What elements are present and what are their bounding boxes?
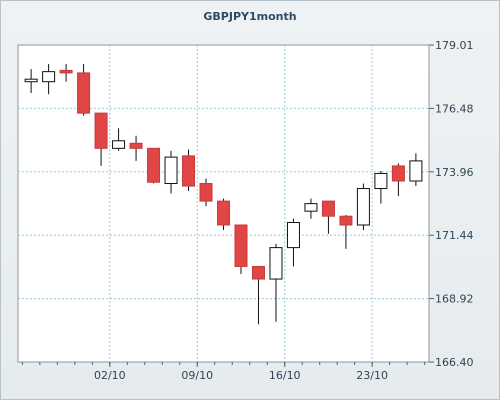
candle (77, 64, 91, 116)
candle-body (94, 112, 108, 149)
candle (374, 170, 388, 204)
candle-body (251, 265, 265, 280)
candle-body (217, 200, 230, 226)
candle (59, 64, 73, 82)
candle-body (77, 72, 91, 114)
candle-body (374, 172, 388, 190)
y-tick-label: 166.40 (435, 356, 474, 369)
candle-body (391, 165, 405, 182)
y-tick-label: 168.92 (435, 293, 474, 306)
candle-body (164, 156, 178, 185)
candle-body (356, 188, 370, 226)
x-tick-label: 16/10 (269, 369, 301, 382)
x-axis: 02/10 09/10 16/10 23/10 (21, 362, 426, 382)
candle-body (112, 140, 126, 149)
candle (356, 183, 370, 231)
y-tick-label: 179.01 (435, 39, 474, 52)
candle (269, 243, 283, 322)
candle (251, 265, 265, 325)
candle (94, 112, 108, 166)
x-tick-label: 09/10 (181, 369, 213, 382)
candle-body (129, 142, 143, 149)
chart-title: GBPJPY1month (203, 10, 297, 23)
x-tick-label: 02/10 (94, 369, 126, 382)
candle (112, 128, 126, 151)
candle (321, 200, 335, 234)
candle (164, 150, 178, 194)
candle-body (59, 69, 73, 74)
candle (42, 64, 56, 95)
candle (234, 224, 248, 275)
y-tick-label: 173.96 (435, 166, 474, 179)
candle (286, 218, 300, 267)
candle-body (182, 155, 196, 187)
x-tick-label: 23/10 (356, 369, 388, 382)
candle (129, 135, 143, 161)
candle-body (339, 215, 353, 226)
candle (304, 198, 318, 219)
candles (24, 64, 423, 325)
candle (339, 214, 353, 249)
candle-body (409, 160, 423, 182)
candle-body (321, 200, 335, 217)
candle (217, 198, 230, 231)
y-tick-label: 171.44 (435, 229, 474, 242)
candle-body (234, 224, 248, 267)
candle (147, 147, 161, 184)
candle (409, 153, 423, 187)
candle-body (304, 203, 318, 212)
y-tick-label: 176.48 (435, 102, 474, 115)
y-axis: 179.01 176.48 173.96 171.44 168.92 166.40 (429, 39, 474, 369)
grid-lines (18, 45, 429, 362)
candle (199, 178, 213, 207)
candle-body (42, 71, 56, 83)
candle-body (199, 183, 213, 202)
candle-body (269, 247, 283, 280)
candle-body (147, 147, 161, 183)
candle (391, 163, 405, 197)
candle-body (24, 78, 38, 83)
candle (24, 69, 38, 94)
candle (182, 149, 196, 192)
candle-body (286, 221, 300, 249)
